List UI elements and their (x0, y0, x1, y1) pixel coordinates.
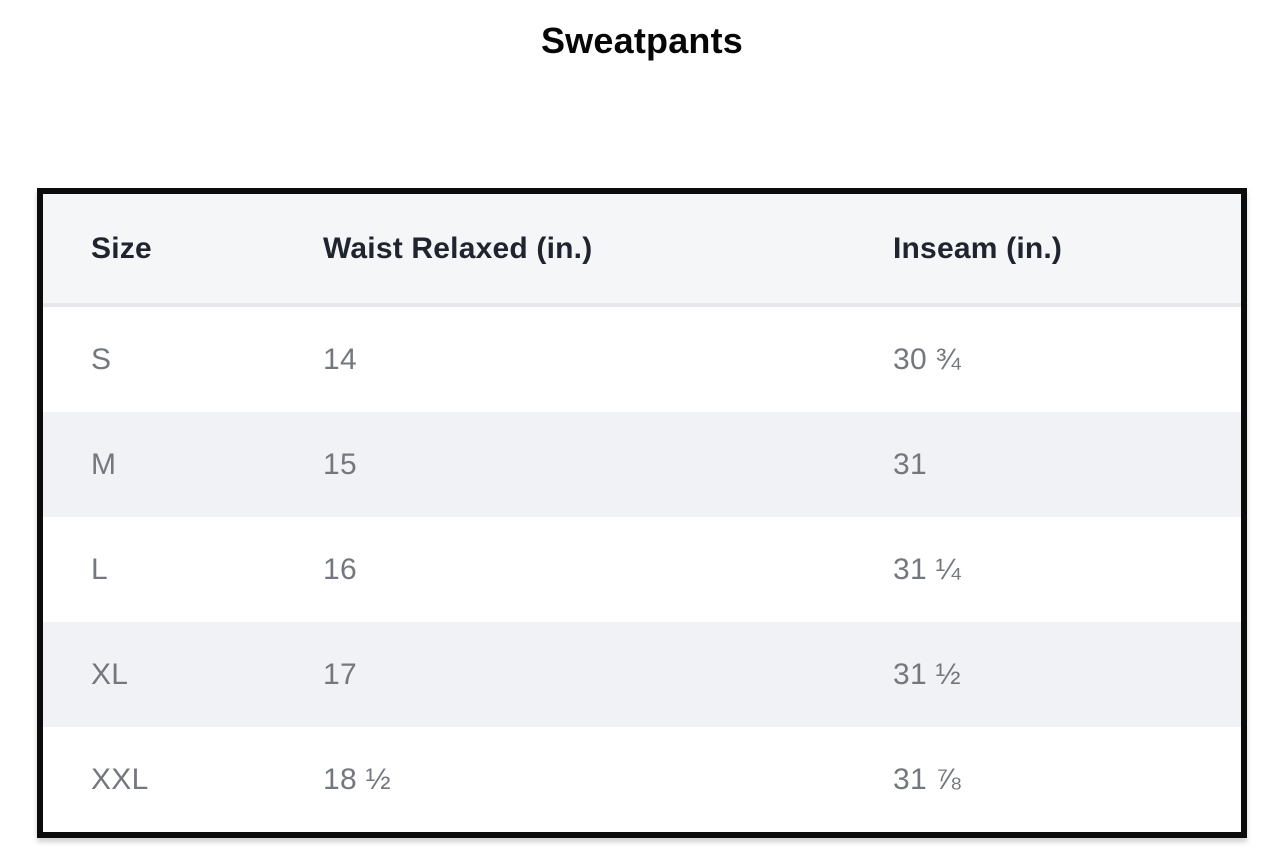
page-title: Sweatpants (540, 20, 744, 61)
cell-inseam: 31 ½ (893, 622, 1241, 727)
table-row: S 14 30 ¾ (43, 307, 1241, 412)
cell-inseam: 30 ¾ (893, 307, 1241, 412)
cell-size: S (43, 307, 323, 412)
cell-size: XL (43, 622, 323, 727)
size-chart-table: Size Waist Relaxed (in.) Inseam (in.) S … (37, 188, 1247, 838)
column-header-waist: Waist Relaxed (in.) (323, 194, 893, 307)
cell-size: L (43, 517, 323, 622)
cell-waist: 15 (323, 412, 893, 517)
size-chart-container: Size Waist Relaxed (in.) Inseam (in.) S … (37, 188, 1247, 838)
column-header-size: Size (43, 194, 323, 307)
cell-waist: 17 (323, 622, 893, 727)
cell-size: M (43, 412, 323, 517)
table-row: L 16 31 ¼ (43, 517, 1241, 622)
cell-size: XXL (43, 727, 323, 832)
cell-inseam: 31 (893, 412, 1241, 517)
table-header-row: Size Waist Relaxed (in.) Inseam (in.) (43, 194, 1241, 307)
column-header-inseam: Inseam (in.) (893, 194, 1241, 307)
table-row: XL 17 31 ½ (43, 622, 1241, 727)
cell-waist: 18 ½ (323, 727, 893, 832)
table-row: XXL 18 ½ 31 ⅞ (43, 727, 1241, 832)
cell-inseam: 31 ¼ (893, 517, 1241, 622)
table-row: M 15 31 (43, 412, 1241, 517)
cell-inseam: 31 ⅞ (893, 727, 1241, 832)
cell-waist: 14 (323, 307, 893, 412)
cell-waist: 16 (323, 517, 893, 622)
